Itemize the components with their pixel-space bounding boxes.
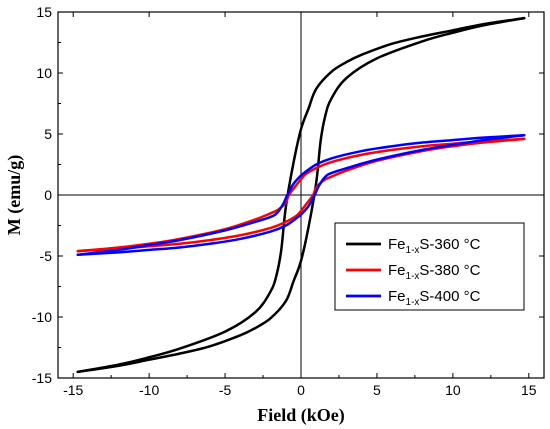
series-3-branch-1 bbox=[76, 133, 526, 257]
y-tick-label: -10 bbox=[32, 309, 52, 325]
legend-label: Fe1-xS-360 °C bbox=[388, 236, 481, 256]
x-tick-label: -5 bbox=[219, 382, 232, 398]
x-tick-label: 10 bbox=[445, 382, 461, 398]
series-group bbox=[76, 16, 526, 374]
x-axis-title: Field (kOe) bbox=[257, 405, 345, 426]
x-tick-label: -15 bbox=[63, 382, 83, 398]
x-tick-label: 5 bbox=[373, 382, 381, 398]
x-tick-label: 15 bbox=[521, 382, 537, 398]
x-tick-label: -10 bbox=[139, 382, 159, 398]
legend: Fe1-xS-360 °C Fe1-xS-380 °C Fe1-xS-400 °C bbox=[334, 222, 525, 311]
zero-axes bbox=[58, 12, 544, 378]
y-axis-title: M (emu/g) bbox=[4, 155, 25, 235]
y-tick-label: 15 bbox=[36, 4, 52, 20]
y-tick-label: -5 bbox=[40, 248, 53, 264]
series-1-branch-2 bbox=[76, 16, 526, 374]
axis-ticks: -15 -10 -5 0 5 10 15 -15 -10 -5 0 5 10 15 bbox=[32, 4, 544, 398]
y-tick-label: 0 bbox=[44, 187, 52, 203]
series-1-branch-1 bbox=[76, 16, 526, 374]
y-tick-label: 10 bbox=[36, 65, 52, 81]
y-tick-label: 5 bbox=[44, 126, 52, 142]
x-tick-label: 0 bbox=[297, 382, 305, 398]
legend-label: Fe1-xS-380 °C bbox=[388, 262, 481, 282]
y-tick-label: -15 bbox=[32, 370, 52, 386]
series-3-branch-2 bbox=[76, 133, 526, 257]
legend-label: Fe1-xS-400 °C bbox=[388, 288, 481, 308]
